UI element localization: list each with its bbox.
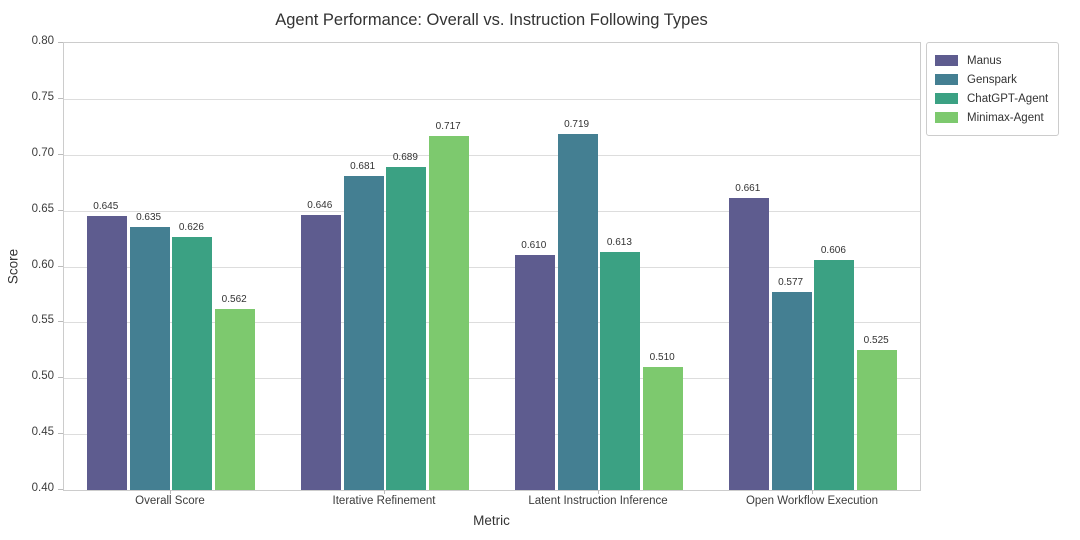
bar-value-label: 0.606 bbox=[820, 244, 846, 256]
x-tick-label: Latent Instruction Inference bbox=[528, 495, 668, 507]
bar-genspark-2 bbox=[343, 175, 384, 490]
gridline bbox=[64, 322, 920, 323]
bar-manus-3 bbox=[514, 255, 555, 490]
y-tick-label: 0.75 bbox=[31, 90, 54, 103]
bar-chatgpt-agent-4 bbox=[814, 259, 855, 490]
bar-manus-4 bbox=[728, 198, 769, 490]
bar-minimax-agent-2 bbox=[429, 135, 470, 490]
legend-swatch-manus bbox=[935, 55, 958, 66]
gridline bbox=[64, 434, 920, 435]
bar-manus-1 bbox=[86, 216, 127, 490]
y-tick-label: 0.80 bbox=[31, 35, 54, 47]
x-tick-label: Iterative Refinement bbox=[332, 495, 436, 507]
bar-value-label: 0.646 bbox=[307, 200, 333, 212]
bar-value-label: 0.525 bbox=[863, 335, 889, 347]
bar-manus-2 bbox=[300, 215, 341, 490]
bar-chatgpt-agent-2 bbox=[386, 167, 427, 490]
x-tick-label: Open Workflow Execution bbox=[745, 495, 879, 507]
y-tick-mark bbox=[58, 42, 63, 43]
bar-minimax-agent-3 bbox=[643, 367, 684, 490]
legend-label: ChatGPT-Agent bbox=[967, 92, 1049, 105]
plot-area bbox=[63, 42, 921, 491]
bar-value-label: 0.562 bbox=[221, 293, 247, 305]
legend-item-genspark: Genspark bbox=[935, 70, 1048, 89]
bar-value-label: 0.645 bbox=[93, 201, 119, 213]
bar-value-label: 0.635 bbox=[136, 212, 162, 224]
y-tick-label: 0.40 bbox=[31, 482, 54, 494]
y-tick-label: 0.65 bbox=[31, 202, 54, 215]
y-tick-label: 0.70 bbox=[31, 146, 54, 159]
y-tick-mark bbox=[58, 433, 63, 435]
gridline bbox=[64, 378, 920, 379]
y-tick-mark bbox=[58, 153, 63, 155]
y-tick-label: 0.50 bbox=[31, 370, 54, 383]
legend-item-manus: Manus bbox=[935, 51, 1048, 70]
gridline bbox=[64, 155, 920, 156]
y-tick-mark bbox=[58, 209, 63, 211]
y-tick-mark bbox=[58, 97, 63, 99]
bar-value-label: 0.510 bbox=[649, 352, 675, 364]
bar-minimax-agent-1 bbox=[215, 308, 256, 490]
bar-minimax-agent-4 bbox=[857, 350, 898, 490]
legend-label: Genspark bbox=[967, 73, 1017, 86]
legend-label: Manus bbox=[967, 54, 1002, 67]
bar-value-label: 0.577 bbox=[778, 277, 804, 289]
x-tick-mark bbox=[812, 490, 813, 494]
legend-swatch-chatgpt-agent bbox=[935, 93, 958, 104]
legend: Manus Genspark ChatGPT-Agent Minimax-Agent bbox=[926, 42, 1060, 136]
y-tick-label: 0.55 bbox=[31, 314, 54, 327]
legend-item-minimax-agent: Minimax-Agent bbox=[935, 108, 1048, 127]
bar-genspark-3 bbox=[557, 133, 598, 490]
y-tick-mark bbox=[58, 377, 63, 379]
bar-value-label: 0.626 bbox=[178, 222, 204, 234]
bar-value-label: 0.717 bbox=[435, 120, 461, 132]
x-axis-label: Metric bbox=[473, 513, 510, 528]
y-tick-mark bbox=[58, 321, 63, 323]
legend-label: Minimax-Agent bbox=[967, 111, 1044, 124]
bar-chatgpt-agent-1 bbox=[172, 237, 213, 490]
bar-chatgpt-agent-3 bbox=[600, 251, 641, 490]
bar-value-label: 0.689 bbox=[392, 152, 418, 164]
x-tick-label: Overall Score bbox=[135, 495, 205, 507]
bar-genspark-4 bbox=[771, 292, 812, 490]
x-tick-mark bbox=[598, 490, 599, 494]
bar-genspark-1 bbox=[129, 227, 170, 490]
legend-swatch-genspark bbox=[935, 74, 958, 85]
gridline bbox=[64, 211, 920, 212]
y-tick-mark bbox=[58, 265, 63, 267]
gridline bbox=[64, 267, 920, 268]
bar-value-label: 0.613 bbox=[606, 236, 632, 248]
chart-title: Agent Performance: Overall vs. Instructi… bbox=[275, 11, 708, 29]
y-tick-mark bbox=[58, 489, 63, 490]
legend-swatch-minimax-agent bbox=[935, 112, 958, 123]
bar-value-label: 0.610 bbox=[521, 240, 547, 252]
y-tick-label: 0.60 bbox=[31, 258, 54, 271]
gridline bbox=[64, 99, 920, 100]
bar-value-label: 0.719 bbox=[564, 118, 590, 130]
x-tick-mark bbox=[384, 490, 385, 494]
legend-item-chatgpt-agent: ChatGPT-Agent bbox=[935, 89, 1048, 108]
bar-value-label: 0.681 bbox=[350, 160, 376, 172]
y-tick-label: 0.45 bbox=[31, 426, 54, 439]
bar-value-label: 0.661 bbox=[735, 183, 761, 195]
x-tick-mark bbox=[170, 490, 171, 494]
